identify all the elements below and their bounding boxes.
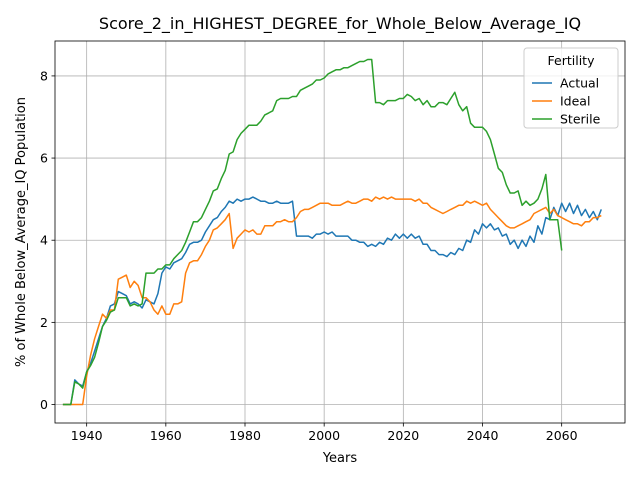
series-lines	[62, 58, 602, 406]
x-tick-label: 1980	[229, 428, 261, 443]
y-axis-title: % of Whole Below_Average_IQ Population	[14, 97, 29, 367]
legend-label-ideal: Ideal	[560, 94, 590, 109]
series-line-ideal	[62, 196, 602, 406]
y-axis-ticks: 0 2 4 6 8	[40, 68, 55, 412]
plot-frame	[54, 40, 626, 424]
y-tick-label: 6	[40, 151, 48, 166]
y-tick-label: 0	[40, 397, 48, 412]
legend-title: Fertility	[548, 53, 596, 68]
x-tick-label: 2040	[467, 428, 499, 443]
legend-box	[523, 47, 619, 129]
y-tick-label: 2	[40, 315, 48, 330]
y-tick-label: 8	[40, 68, 48, 83]
legend: Fertility Actual Ideal Sterile	[523, 47, 619, 129]
grid-lines	[55, 41, 625, 423]
y-tick-label: 4	[40, 233, 48, 248]
x-tick-label: 1940	[71, 428, 103, 443]
x-tick-label: 1960	[150, 428, 182, 443]
chart-title: Score_2_in_HIGHEST_DEGREE_for_Whole_Belo…	[99, 14, 581, 34]
x-tick-label: 2060	[546, 428, 578, 443]
series-line-actual	[62, 196, 602, 406]
x-tick-label: 2020	[387, 428, 419, 443]
x-axis-title: Years	[322, 451, 358, 466]
x-tick-label: 2000	[308, 428, 340, 443]
legend-label-sterile: Sterile	[560, 112, 601, 127]
series-line-sterile	[62, 58, 563, 406]
x-axis-ticks: 1940 1960 1980 2000 2020 2040 2060	[71, 423, 578, 443]
legend-items: Actual Ideal Sterile	[532, 76, 601, 127]
legend-label-actual: Actual	[560, 76, 599, 91]
